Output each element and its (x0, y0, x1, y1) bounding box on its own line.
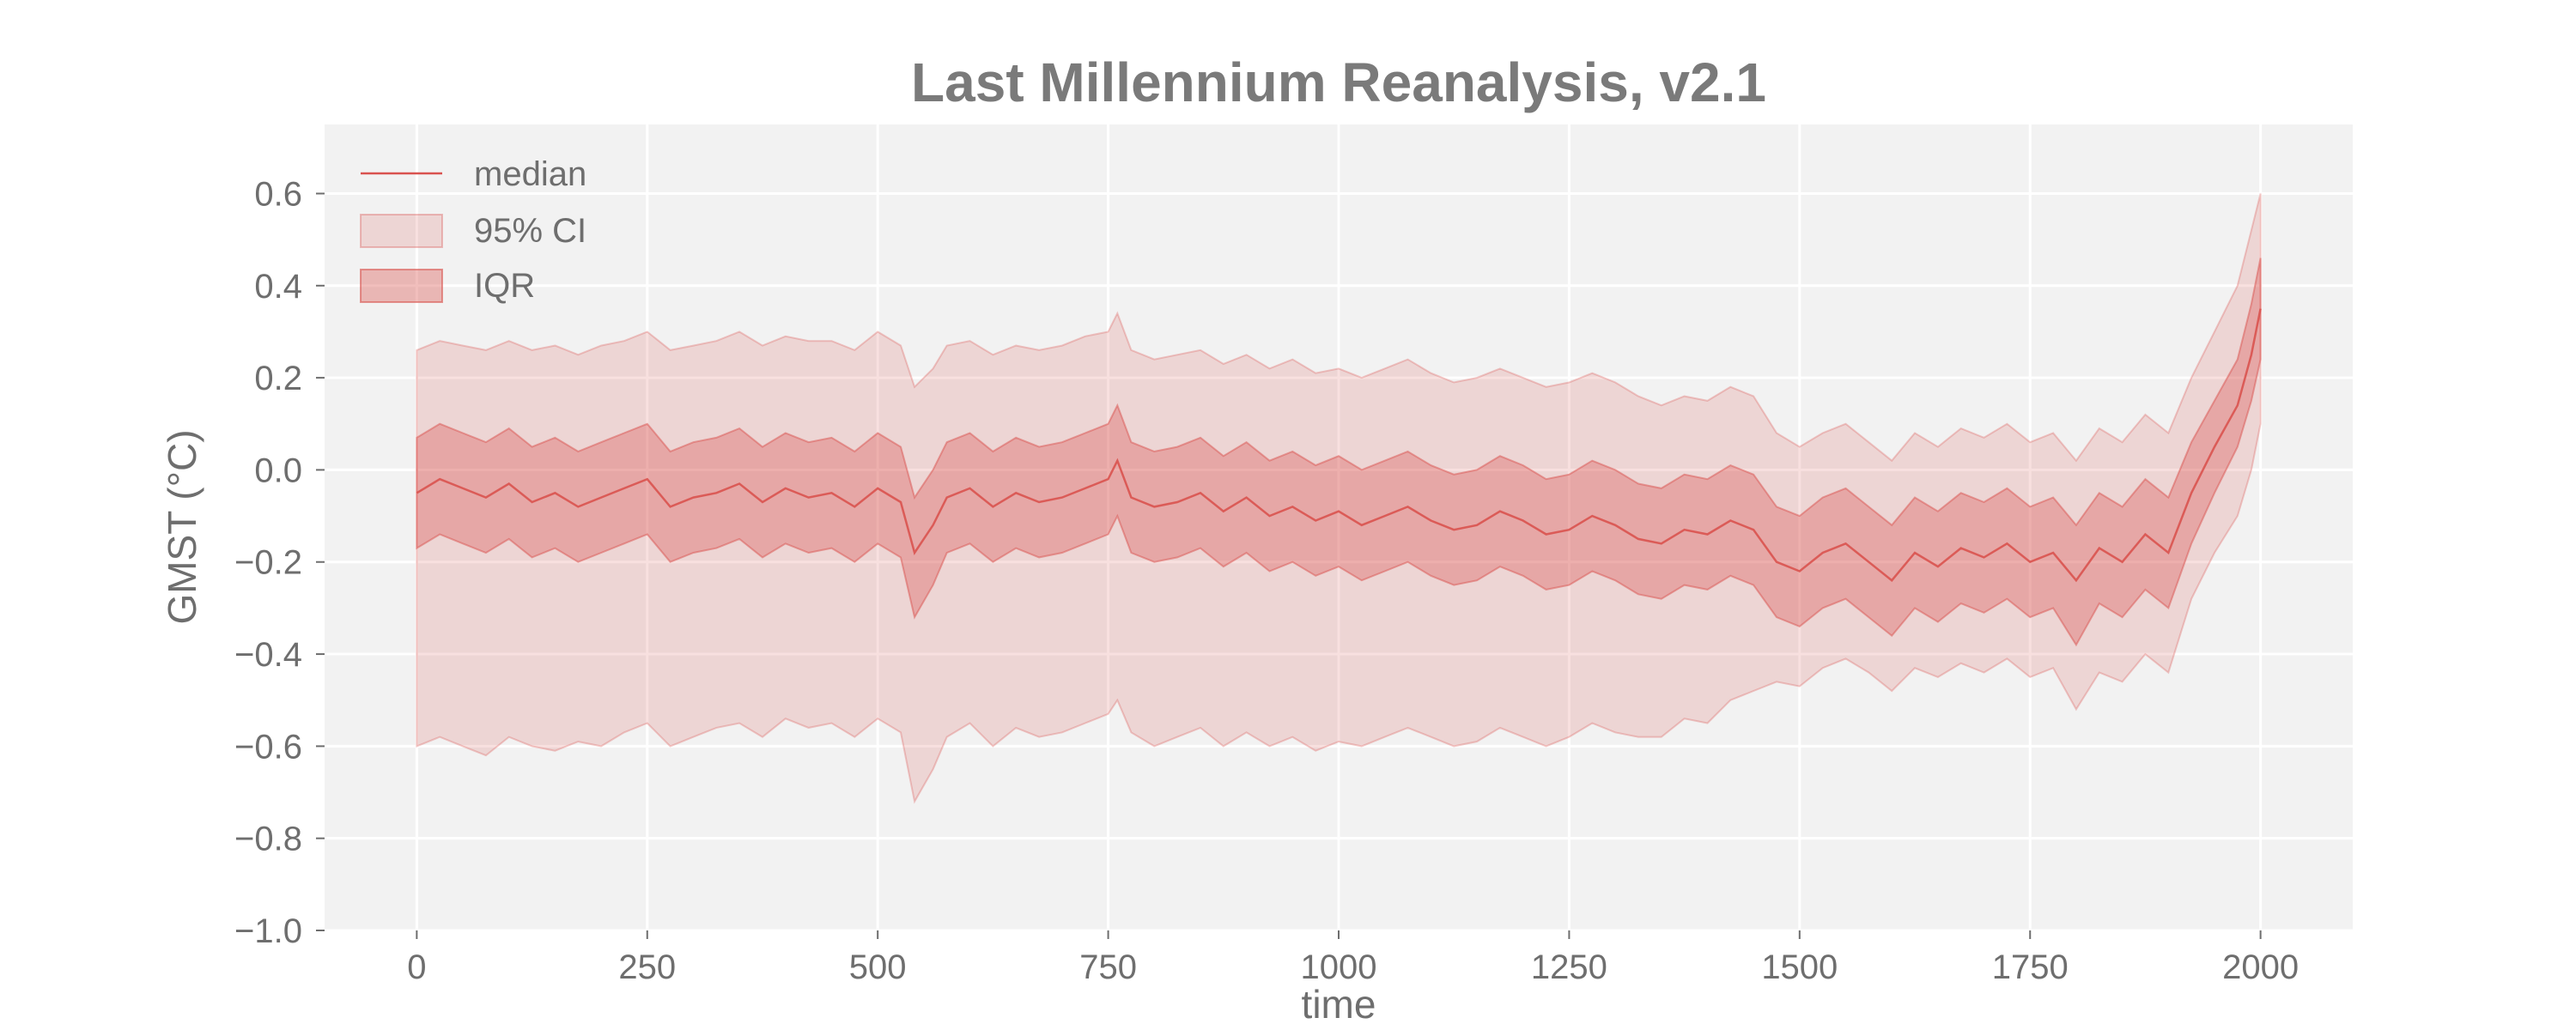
iqr-band (416, 258, 2262, 647)
legend-ci-label: 95% CI (474, 212, 586, 250)
bands (416, 193, 2262, 804)
y-tick-label-2: 0.2 (254, 360, 302, 397)
median-line-layer (416, 308, 2262, 583)
x-tick-label-4: 1000 (1301, 948, 1377, 986)
x-tick-label-2: 500 (849, 948, 907, 986)
y-tick-label-3: 0.0 (254, 451, 302, 489)
y-tick-label-6: −0.6 (234, 728, 302, 766)
legend: median 95% CI IQR (360, 155, 586, 305)
y-axis-label: GMST (°C) (160, 429, 204, 624)
x-tick-label-8: 2000 (2222, 948, 2299, 986)
ci-band (416, 193, 2262, 804)
legend-iqr-label: IQR (474, 267, 535, 305)
x-tick-label-3: 750 (1079, 948, 1137, 986)
median-line (416, 308, 2262, 583)
x-tick-label-5: 1250 (1531, 948, 1607, 986)
legend-ci-swatch (360, 214, 443, 248)
y-tick-label-8: −1.0 (234, 912, 302, 950)
y-tick-label-1: 0.4 (254, 268, 302, 306)
x-axis-label: time (1302, 982, 1376, 1027)
chart-title: Last Millennium Reanalysis, v2.1 (911, 52, 1766, 113)
y-tick-label-7: −0.8 (234, 821, 302, 858)
x-tick-label-7: 1750 (1992, 948, 2069, 986)
y-tick-label-4: −0.2 (234, 544, 302, 582)
x-tick-label-1: 250 (618, 948, 676, 986)
y-tick-label-5: −0.4 (234, 636, 302, 674)
x-tick-label-0: 0 (407, 948, 426, 986)
x-tick-label-6: 1500 (1761, 948, 1838, 986)
axes: 0 250 500 750 1000 1250 1500 1750 2000 0.6 0.4 0.2 0… (234, 175, 2299, 986)
legend-median-label: median (474, 155, 586, 193)
legend-iqr-swatch (360, 269, 443, 303)
y-tick-label-0: 0.6 (254, 175, 302, 213)
